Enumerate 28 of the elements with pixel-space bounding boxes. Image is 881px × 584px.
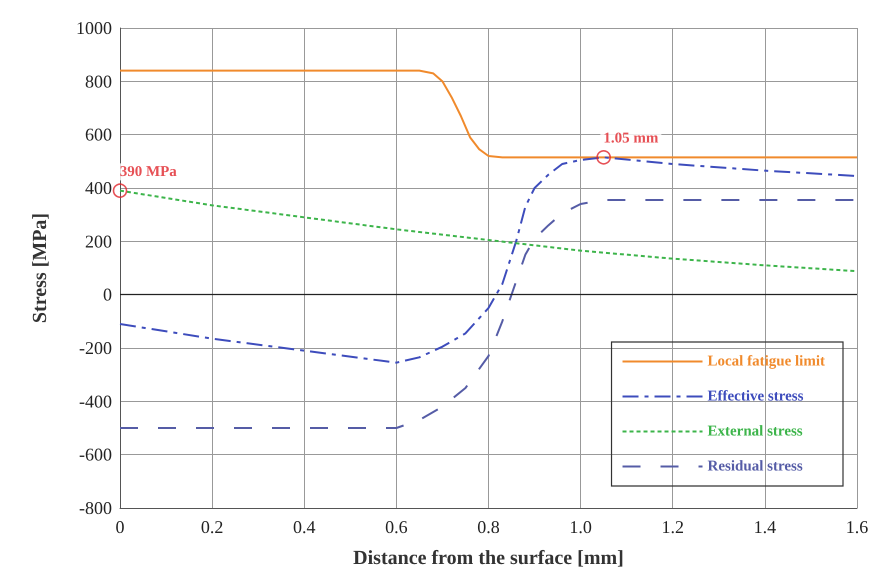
text: External stress	[708, 424, 803, 440]
y-tick-label: -400	[79, 391, 112, 412]
x-tick-label: 1.2	[662, 517, 684, 537]
text: Residual stress	[708, 458, 803, 474]
x-tick-label: 0.6	[385, 517, 408, 537]
x-axis-title: Distance from the surface [mm]	[353, 547, 624, 569]
y-tick-label: 800	[85, 71, 112, 92]
line-series	[119, 70, 858, 158]
y-tick-label: 400	[85, 178, 112, 198]
y-tick-label: 600	[85, 124, 112, 145]
y-tick-label: -600	[79, 444, 112, 465]
x-tick-label: 0.2	[200, 517, 224, 537]
x-tick-label: 1.0	[569, 517, 592, 537]
text: Local fatigue limit	[708, 354, 826, 370]
x-tick-label: 0.8	[477, 517, 500, 537]
y-tick-label: 1000	[76, 18, 112, 38]
x-tick-label: 0.4	[293, 517, 316, 537]
annotation: 1.05 mm	[603, 130, 659, 147]
y-axis-title: Stress [MPa]	[29, 212, 51, 324]
y-tick-label: -200	[79, 338, 112, 358]
annotation: 390 MPa	[120, 164, 178, 180]
y-tick-label: 200	[85, 231, 112, 252]
y-tick-label: -800	[79, 498, 112, 518]
y-tick-label: 0	[103, 284, 112, 305]
x-tick-label: 1.6	[846, 517, 868, 537]
text: Effective stress	[708, 388, 804, 404]
x-tick-label: 0	[116, 517, 124, 537]
x-tick-label: 1.4	[754, 517, 776, 537]
